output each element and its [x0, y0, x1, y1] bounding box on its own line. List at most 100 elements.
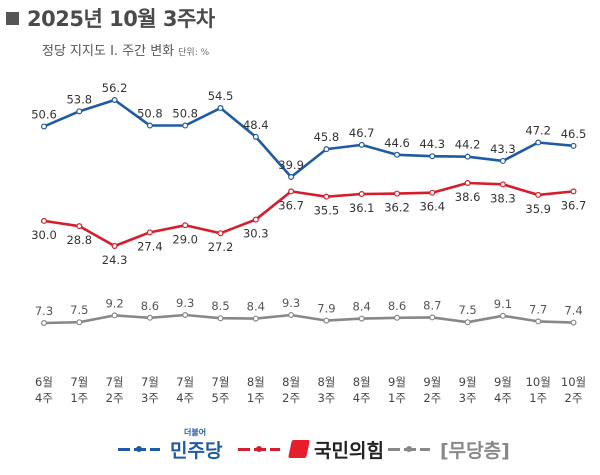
data-point	[252, 133, 259, 140]
data-point	[429, 189, 436, 196]
subtitle: 정당 지지도 Ⅰ. 주간 변화 단위: %	[42, 40, 209, 59]
data-point	[217, 230, 224, 237]
data-point	[429, 314, 436, 321]
data-point	[182, 312, 189, 319]
data-point	[146, 122, 153, 129]
data-label: 44.6	[384, 136, 410, 150]
data-label: 30.0	[31, 228, 57, 242]
democratic-logo: 더불어 민주당	[170, 428, 222, 463]
data-label: 36.2	[384, 201, 410, 215]
x-tick-label: 7월 5주	[212, 375, 230, 405]
data-point	[76, 319, 83, 326]
data-point	[76, 223, 83, 230]
x-tick-label: 10월 1주	[526, 375, 551, 405]
data-point	[252, 216, 259, 223]
data-label: 7.5	[458, 303, 476, 317]
data-point	[217, 315, 224, 322]
page-title: 2025년 10월 3주차	[27, 7, 215, 31]
data-point	[76, 108, 83, 115]
data-label: 50.6	[31, 107, 57, 121]
data-label: 7.5	[70, 303, 88, 317]
data-point	[499, 312, 506, 319]
data-point	[358, 191, 365, 198]
x-tick-label: 7월 4주	[176, 375, 194, 405]
legend-item-independent: [무당층]	[388, 436, 510, 462]
x-tick-label: 8월 1주	[247, 375, 265, 405]
data-label: 56.2	[102, 81, 128, 95]
legend-label-ppp: 국민의힘	[314, 439, 384, 462]
line-chart: 50.6 53.8 56.2 50.8 50.8 54.5 48.4 39.9 45.8 46.7…	[31, 81, 587, 405]
data-label: 8.6	[388, 299, 406, 313]
data-label: 28.8	[66, 233, 92, 247]
data-point	[40, 217, 47, 224]
x-tick-label: 8월 4주	[353, 375, 371, 405]
legend-line-ppp	[238, 444, 280, 454]
data-point	[111, 243, 118, 250]
x-tick-label: 7월 2주	[106, 375, 124, 405]
data-point	[464, 319, 471, 326]
data-label: 44.3	[419, 137, 445, 151]
data-label: 36.4	[419, 200, 445, 214]
data-label: 29.0	[172, 232, 198, 246]
legend-item-ppp: 국민의힘	[238, 436, 384, 462]
data-label: 30.3	[243, 227, 269, 241]
data-label: 46.7	[349, 126, 375, 140]
data-label: 54.5	[208, 89, 234, 103]
data-point	[40, 123, 47, 130]
data-label: 27.2	[208, 240, 234, 254]
x-tick-label: 9월 2주	[423, 375, 441, 405]
data-label: 43.3	[490, 142, 516, 156]
data-label: 38.3	[490, 191, 516, 205]
x-tick-label: 9월 4주	[494, 375, 512, 405]
data-point	[252, 315, 259, 322]
x-tick-label: 7월 1주	[70, 375, 88, 405]
series-line	[43, 98, 574, 179]
data-label: 8.5	[211, 299, 229, 313]
data-point	[40, 320, 47, 327]
data-point	[358, 315, 365, 322]
data-point	[288, 188, 295, 195]
data-label: 7.7	[529, 302, 547, 316]
x-tick-label: 8월 3주	[317, 375, 335, 405]
data-label: 9.3	[176, 296, 194, 310]
data-point	[570, 142, 577, 149]
data-point	[182, 122, 189, 129]
legend-label-independent: [무당층]	[440, 439, 510, 462]
data-point	[111, 312, 118, 319]
data-label: 46.5	[561, 127, 587, 141]
data-label: 8.4	[247, 300, 265, 314]
series-line	[43, 181, 574, 248]
x-tick-label: 7월 3주	[141, 375, 159, 405]
title-block: 2025년 10월 3주차	[6, 4, 215, 32]
subtitle-text: 정당 지지도 Ⅰ. 주간 변화	[42, 44, 175, 59]
data-point	[288, 312, 295, 319]
data-label: 36.7	[561, 198, 587, 212]
data-point	[358, 141, 365, 148]
data-label: 38.6	[455, 190, 481, 204]
data-point	[429, 153, 436, 160]
legend-line-independent	[388, 444, 430, 454]
x-tick-label: 9월 1주	[388, 375, 406, 405]
data-point	[394, 314, 401, 321]
ppp-logo-icon	[288, 440, 310, 458]
data-label: 50.8	[172, 107, 198, 121]
data-point	[111, 96, 118, 103]
data-point	[535, 139, 542, 146]
unit-label: 단위: %	[178, 48, 210, 58]
data-point	[288, 174, 295, 181]
data-point	[394, 190, 401, 197]
data-point	[217, 105, 224, 112]
x-tick-label: 9월 3주	[459, 375, 477, 405]
data-label: 35.5	[314, 204, 340, 218]
data-point	[146, 229, 153, 236]
data-label: 8.4	[353, 300, 371, 314]
data-label: 39.9	[278, 158, 304, 172]
data-point	[499, 181, 506, 188]
x-tick-label: 10월 2주	[561, 375, 586, 405]
data-point	[570, 188, 577, 195]
data-label: 44.2	[455, 138, 481, 152]
legend: 더불어 민주당 국민의힘 [무당층]	[0, 428, 600, 466]
data-point	[464, 180, 471, 187]
series-1: 30.0 28.8 24.3 27.4 29.0 27.2 30.3 36.7 35.5 36.1…	[31, 180, 587, 267]
data-label: 9.3	[282, 296, 300, 310]
